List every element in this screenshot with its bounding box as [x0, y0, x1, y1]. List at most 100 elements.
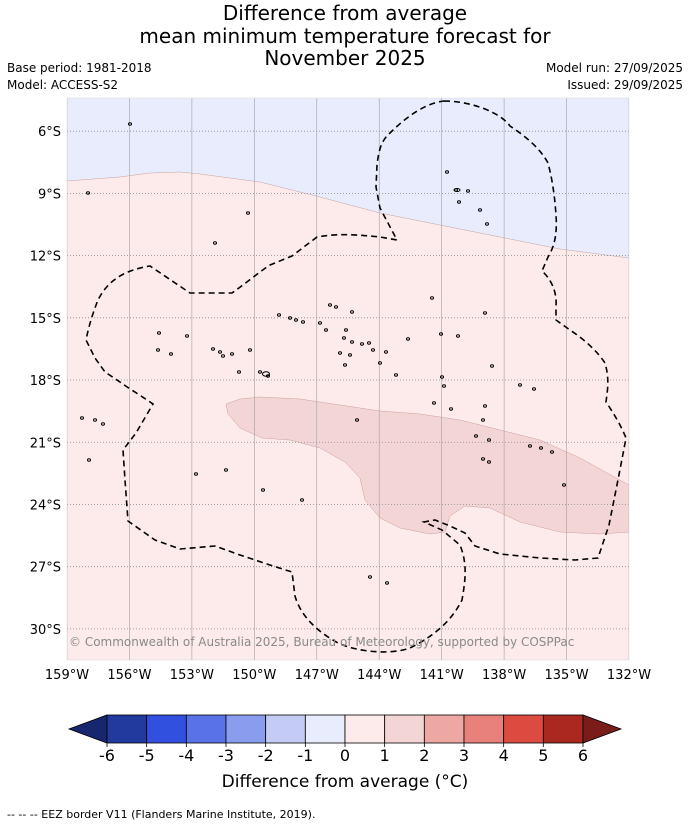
colorbar-label: Difference from average (°C)	[221, 772, 469, 792]
island	[485, 222, 489, 226]
island	[294, 318, 298, 322]
island	[156, 348, 160, 352]
colorbar-swatch	[265, 714, 306, 744]
colorbar-swatch	[304, 714, 346, 744]
island	[430, 296, 434, 300]
island	[456, 334, 460, 338]
lat-label: 21°S	[30, 436, 61, 451]
island	[324, 328, 328, 332]
latitude-labels: 6°S 9°S 12°S 15°S 18°S 21°S 24°S 27°S 30°S	[30, 125, 61, 638]
island	[328, 303, 332, 307]
island	[185, 334, 189, 338]
island	[248, 348, 252, 352]
island	[334, 305, 338, 309]
colorbar-swatch	[146, 714, 187, 744]
island	[539, 446, 543, 450]
colorbar-tick-label: -6	[99, 746, 115, 765]
title-line-1: Difference from average	[222, 1, 468, 25]
colorbar-swatch	[344, 714, 386, 744]
colorbar-tick-label: 4	[499, 746, 509, 765]
eez-border	[85, 100, 627, 653]
island	[128, 122, 132, 126]
colorbar-tick-label: -2	[258, 746, 274, 765]
island	[368, 575, 372, 579]
island	[445, 170, 449, 174]
title-line-2: mean minimum temperature forecast for	[139, 23, 551, 48]
lat-label: 15°S	[30, 312, 61, 327]
colorbar-tick-label: 0	[340, 746, 350, 765]
island	[367, 341, 371, 345]
island	[453, 188, 461, 192]
eez-footnote: -- -- -- EEZ border V11 (Flanders Marine…	[7, 808, 316, 821]
colorbar-tick-label: 1	[380, 746, 390, 765]
island	[487, 438, 491, 442]
colorbar-tick-label: 3	[459, 746, 469, 765]
lon-label: 141°W	[420, 668, 464, 683]
map-frame	[66, 97, 630, 661]
island	[338, 351, 342, 355]
colorbar-swatch	[463, 714, 505, 744]
colorbar-swatch	[542, 714, 584, 744]
island	[318, 321, 322, 325]
island	[406, 337, 410, 341]
lon-label: 153°W	[170, 668, 214, 683]
island	[221, 354, 225, 358]
lat-label: 18°S	[30, 374, 61, 389]
title-line-3: November 2025	[264, 46, 426, 70]
island	[194, 472, 198, 476]
island	[518, 383, 522, 387]
lon-label: 147°W	[295, 668, 339, 683]
base-period: Base period: 1981-2018	[7, 61, 152, 75]
island	[218, 350, 222, 354]
island	[355, 418, 359, 422]
island	[457, 200, 461, 204]
colorbar-swatch	[423, 714, 465, 744]
island	[80, 416, 84, 420]
colorbar-swatch	[185, 714, 227, 744]
island	[101, 422, 105, 426]
island	[211, 347, 215, 351]
island	[466, 189, 470, 193]
lon-label: 144°W	[357, 668, 401, 683]
island	[350, 310, 354, 314]
island	[157, 331, 161, 335]
colorbar-tick-label: -4	[178, 746, 194, 765]
island	[277, 313, 281, 317]
island	[474, 434, 478, 438]
run-info: Model run: 27/09/2025 Issued: 29/09/2025	[546, 60, 683, 94]
anomaly-region-1-to-2	[225, 396, 629, 535]
island	[487, 460, 491, 464]
lon-label: 135°W	[544, 668, 588, 683]
colorbar-tick-label: 6	[578, 746, 588, 765]
colorbar-swatch	[106, 714, 148, 744]
island	[532, 387, 536, 391]
lon-label: 138°W	[482, 668, 526, 683]
lat-label: 6°S	[38, 125, 61, 140]
island	[261, 488, 265, 492]
colorbar-extend-low	[67, 714, 108, 744]
lat-label: 9°S	[38, 187, 61, 202]
graticule	[67, 98, 629, 660]
lon-label: 159°W	[45, 668, 89, 683]
island	[344, 328, 348, 332]
island	[432, 401, 436, 405]
colorbar-extend-high	[582, 714, 623, 744]
model-info: Base period: 1981-2018 Model: ACCESS-S2	[7, 60, 152, 94]
island	[550, 450, 554, 454]
colorbar: -6 -5 -4 -3 -2 -1 0 1 2 3 4 5 6	[67, 714, 623, 765]
island	[230, 352, 234, 356]
colorbar-swatch	[503, 714, 544, 744]
island	[440, 375, 444, 379]
island	[442, 384, 446, 388]
island	[258, 370, 262, 374]
island	[301, 320, 305, 324]
island	[385, 581, 389, 585]
island	[237, 370, 241, 374]
colorbar-tick-label: -3	[218, 746, 234, 765]
island	[490, 364, 494, 368]
island	[481, 418, 485, 422]
lat-label: 30°S	[30, 623, 61, 638]
island	[169, 352, 173, 356]
island	[384, 350, 388, 354]
